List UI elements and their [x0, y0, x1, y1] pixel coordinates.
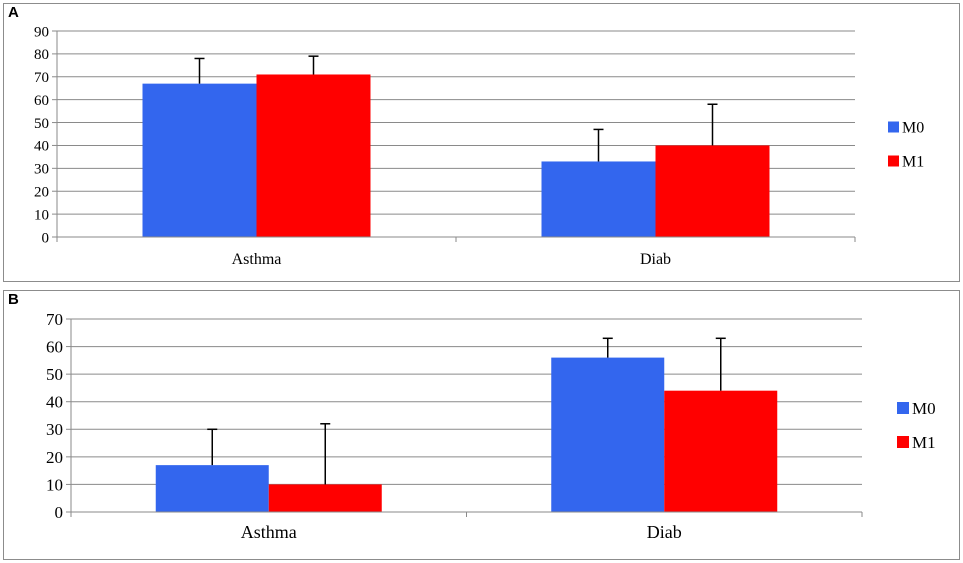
y-tick-label: 20 [46, 448, 63, 467]
y-tick-label: 20 [34, 184, 49, 200]
bar-m1-asthma [256, 74, 371, 237]
y-tick-label: 80 [34, 47, 49, 63]
y-tick-label: 50 [46, 365, 63, 384]
bar-m0-asthma [142, 83, 257, 238]
legend-label-m0: M0 [912, 399, 936, 418]
y-tick-label: 60 [46, 338, 63, 357]
y-tick-label: 90 [34, 24, 49, 40]
legend-swatch-m0 [897, 402, 909, 414]
y-tick-label: 70 [34, 70, 49, 86]
y-tick-label: 60 [34, 93, 49, 109]
y-tick-label: 30 [46, 420, 63, 439]
chart-panel-b: B 0 10 20 30 40 50 60 70 Asthma Diab M0 M1 [3, 290, 960, 560]
legend-label-m1: M1 [912, 433, 936, 452]
bar-m1-diab [664, 390, 778, 512]
y-tick-label: 40 [34, 139, 49, 155]
bar-m0-diab [551, 357, 665, 512]
panel-label-a: A [8, 4, 19, 21]
legend-swatch-m1 [897, 436, 909, 448]
legend-label-m0: M0 [902, 120, 924, 137]
y-tick-label: 10 [46, 475, 63, 494]
bar-m1-asthma [268, 484, 382, 512]
y-tick-label: 0 [42, 230, 50, 246]
legend-label-m1: M1 [902, 154, 924, 171]
y-tick-label: 0 [55, 503, 64, 522]
bar-chart-a: 0 10 20 30 40 50 60 70 80 90 Asthma Diab M0 M1 [34, 24, 924, 268]
category-label-diab: Diab [640, 251, 671, 268]
bar-m0-diab [541, 161, 656, 237]
chart-panel-a: A 0 10 20 30 40 50 60 70 80 90 Asthma Diab M0 M1 [3, 3, 960, 282]
panel-label-b: B [8, 291, 19, 308]
category-label-diab: Diab [647, 522, 682, 542]
bar-m0-asthma [155, 465, 269, 512]
y-tick-label: 30 [34, 162, 49, 178]
y-tick-label: 50 [34, 116, 49, 132]
y-tick-label: 40 [46, 393, 63, 412]
legend-swatch-m1 [888, 155, 899, 167]
bar-m1-diab [655, 145, 770, 237]
category-label-asthma: Asthma [232, 251, 282, 268]
category-label-asthma: Asthma [241, 522, 297, 542]
bar-chart-b: 0 10 20 30 40 50 60 70 Asthma Diab M0 M1 [46, 310, 936, 542]
y-tick-label: 70 [46, 310, 63, 329]
legend-swatch-m0 [888, 121, 899, 133]
y-tick-label: 10 [34, 207, 49, 223]
